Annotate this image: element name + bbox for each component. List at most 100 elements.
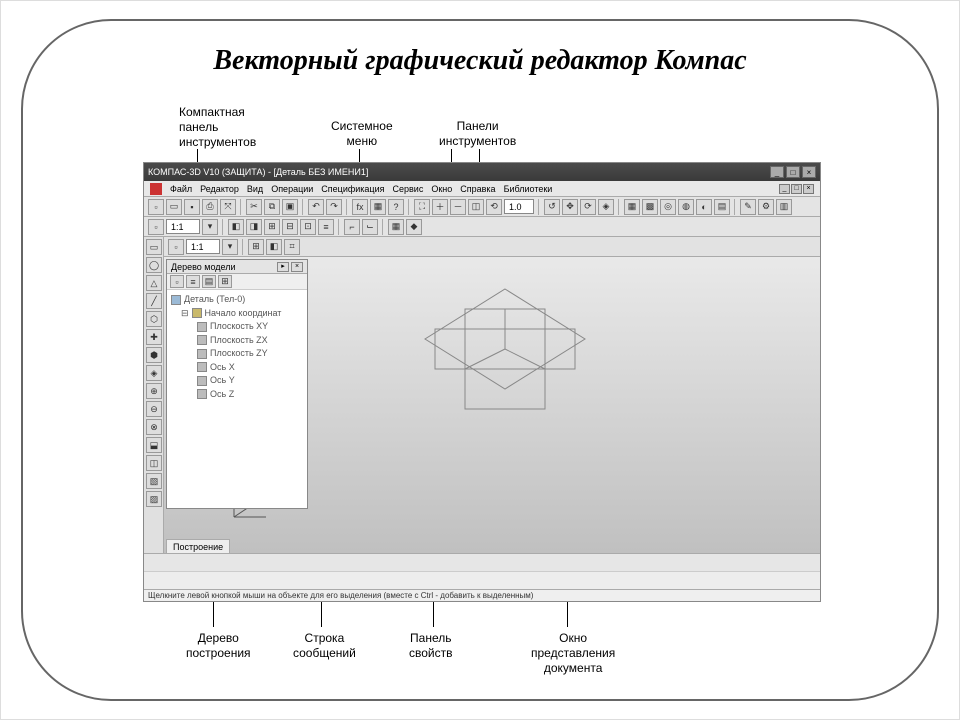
cp-btn-11[interactable]: ⊗	[146, 419, 162, 435]
zoom-fit-button[interactable]: ⛶	[414, 199, 430, 215]
tree-item-3[interactable]: Ось X	[171, 361, 303, 375]
tree-item-1[interactable]: Плоскость ZX	[171, 334, 303, 348]
minimize-button[interactable]: _	[770, 166, 784, 178]
tree-tb-4[interactable]: ⊞	[218, 275, 232, 288]
sec-btn-2[interactable]: ▾	[202, 219, 218, 235]
mdi-minimize[interactable]: _	[779, 184, 790, 194]
cp-btn-5[interactable]: ⬡	[146, 311, 162, 327]
new-button[interactable]: ▫	[148, 199, 164, 215]
sec-btn-6[interactable]: ⊟	[282, 219, 298, 235]
vt-btn-1[interactable]: ▫	[168, 239, 184, 255]
cp-btn-9[interactable]: ⊕	[146, 383, 162, 399]
tree-titlebar[interactable]: Дерево модели ▸ ×	[167, 260, 307, 274]
zoom-in-button[interactable]: ＋	[432, 199, 448, 215]
menu-edit[interactable]: Редактор	[200, 184, 239, 194]
vt-btn-4[interactable]: ◧	[266, 239, 282, 255]
tree-item-4[interactable]: Ось Y	[171, 374, 303, 388]
sec-btn-3[interactable]: ◧	[228, 219, 244, 235]
scale-field[interactable]: 1:1	[166, 219, 200, 234]
tree-tb-2[interactable]: ≡	[186, 275, 200, 288]
misc-button-4[interactable]: ▥	[776, 199, 792, 215]
titlebar[interactable]: КОМПАС-3D V10 (ЗАЩИТА) - [Деталь БЕЗ ИМЕ…	[144, 163, 820, 181]
tree-item-2[interactable]: Плоскость ZY	[171, 347, 303, 361]
shade-button-1[interactable]: ▦	[624, 199, 640, 215]
menu-libs[interactable]: Библиотеки	[504, 184, 553, 194]
undo-button[interactable]: ↶	[308, 199, 324, 215]
cp-btn-4[interactable]: ╱	[146, 293, 162, 309]
tree-tb-1[interactable]: ▫	[170, 275, 184, 288]
properties-panel-2[interactable]	[144, 571, 820, 589]
redo-button[interactable]: ↷	[326, 199, 342, 215]
menu-operations[interactable]: Операции	[271, 184, 313, 194]
zoom-field[interactable]: 1.0	[504, 199, 534, 214]
rotate-button[interactable]: ↺	[544, 199, 560, 215]
copy-button[interactable]: ⧉	[264, 199, 280, 215]
orbit-button[interactable]: ⟳	[580, 199, 596, 215]
vt-btn-3[interactable]: ⊞	[248, 239, 264, 255]
vt-scale[interactable]: 1:1	[186, 239, 220, 254]
sec-btn-4[interactable]: ◨	[246, 219, 262, 235]
tree-tb-3[interactable]: ▤	[202, 275, 216, 288]
print-button[interactable]: ⎙	[202, 199, 218, 215]
tree-pin-button[interactable]: ▸	[277, 262, 289, 272]
menu-help[interactable]: Справка	[460, 184, 495, 194]
zoom-window-button[interactable]: ◫	[468, 199, 484, 215]
cp-btn-6[interactable]: ✚	[146, 329, 162, 345]
cut-button[interactable]: ✂	[246, 199, 262, 215]
vt-btn-2[interactable]: ▾	[222, 239, 238, 255]
cp-btn-15[interactable]: ▨	[146, 491, 162, 507]
cp-btn-2[interactable]: ◯	[146, 257, 162, 273]
misc-button-2[interactable]: ✎	[740, 199, 756, 215]
tree-origin-node[interactable]: ⊟ Начало координат	[171, 307, 303, 321]
tree-close-button[interactable]: ×	[291, 262, 303, 272]
shade-button-3[interactable]: ◎	[660, 199, 676, 215]
paste-button[interactable]: ▣	[282, 199, 298, 215]
sec-btn-10[interactable]: ⌙	[362, 219, 378, 235]
menu-file[interactable]: Файл	[170, 184, 192, 194]
vt-btn-5[interactable]: ⌗	[284, 239, 300, 255]
properties-panel[interactable]	[144, 553, 820, 571]
sec-btn-9[interactable]: ⌐	[344, 219, 360, 235]
cp-btn-1[interactable]: ▭	[146, 239, 162, 255]
cp-btn-14[interactable]: ▧	[146, 473, 162, 489]
mdi-restore[interactable]: □	[791, 184, 802, 194]
sec-btn-8[interactable]: ≡	[318, 219, 334, 235]
tree-item-5[interactable]: Ось Z	[171, 388, 303, 402]
menu-spec[interactable]: Спецификация	[321, 184, 384, 194]
misc-button-3[interactable]: ⚙	[758, 199, 774, 215]
fx-button[interactable]: fx	[352, 199, 368, 215]
wireframe-button[interactable]: ▤	[714, 199, 730, 215]
zoom-prev-button[interactable]: ⟲	[486, 199, 502, 215]
cp-btn-10[interactable]: ⊖	[146, 401, 162, 417]
cp-btn-7[interactable]: ⬢	[146, 347, 162, 363]
tree-item-0[interactable]: Плоскость XY	[171, 320, 303, 334]
menu-window[interactable]: Окно	[431, 184, 452, 194]
zoom-out-button[interactable]: －	[450, 199, 466, 215]
menu-service[interactable]: Сервис	[393, 184, 424, 194]
sec-btn-12[interactable]: ◆	[406, 219, 422, 235]
sec-btn-11[interactable]: ▦	[388, 219, 404, 235]
close-button[interactable]: ×	[802, 166, 816, 178]
mdi-close[interactable]: ×	[803, 184, 814, 194]
help-button[interactable]: ?	[388, 199, 404, 215]
preview-button[interactable]: ⤧	[220, 199, 236, 215]
sec-btn-1[interactable]: ▫	[148, 219, 164, 235]
cp-btn-13[interactable]: ◫	[146, 455, 162, 471]
shade-button-2[interactable]: ▩	[642, 199, 658, 215]
pan-button[interactable]: ✥	[562, 199, 578, 215]
shade-button-5[interactable]: ◐	[696, 199, 712, 215]
misc-button-1[interactable]: ▦	[370, 199, 386, 215]
menu-view[interactable]: Вид	[247, 184, 263, 194]
cp-btn-3[interactable]: △	[146, 275, 162, 291]
sec-btn-7[interactable]: ⊡	[300, 219, 316, 235]
maximize-button[interactable]: □	[786, 166, 800, 178]
open-button[interactable]: ▭	[166, 199, 182, 215]
save-button[interactable]: ▪	[184, 199, 200, 215]
cp-btn-8[interactable]: ◈	[146, 365, 162, 381]
view-iso-button[interactable]: ◈	[598, 199, 614, 215]
prop-tab[interactable]: Построение	[166, 539, 230, 553]
sec-btn-5[interactable]: ⊞	[264, 219, 280, 235]
tree-root[interactable]: Деталь (Тел-0)	[171, 293, 303, 307]
shade-button-4[interactable]: ◍	[678, 199, 694, 215]
cp-btn-12[interactable]: ⬓	[146, 437, 162, 453]
